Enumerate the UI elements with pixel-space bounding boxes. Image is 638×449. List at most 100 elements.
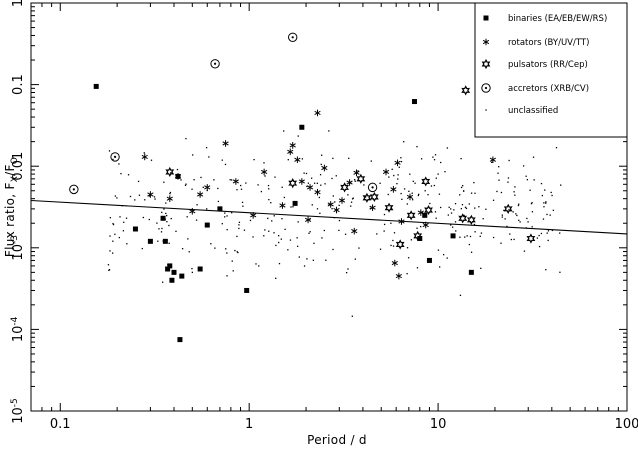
unclassified-point (331, 208, 333, 210)
rotator-point-stroke (289, 143, 296, 148)
rotator-point-stroke (204, 185, 211, 190)
rotator-point (261, 168, 268, 176)
unclassified-point (236, 189, 238, 191)
accretor-point-center (213, 62, 217, 65)
unclassified-point (205, 147, 208, 149)
legend-label-pulsators: pulsators (RR/Cep) (508, 60, 588, 70)
unclassified-point (252, 236, 254, 238)
unclassified-point (509, 233, 511, 235)
rotator-point (232, 178, 239, 185)
unclassified-legend-dot-icon (485, 109, 487, 111)
unclassified-point (354, 258, 357, 260)
rotator-point-stroke (279, 203, 286, 208)
unclassified-point (348, 157, 350, 159)
unclassified-point (108, 269, 111, 271)
unclassified-point (281, 218, 283, 220)
binary-point (147, 238, 153, 244)
binary-point (411, 99, 417, 105)
unclassified-point (414, 182, 416, 184)
unclassified-point (412, 180, 414, 183)
unclassified-point (460, 157, 462, 160)
unclassified-point (154, 198, 156, 200)
rotator-point (294, 156, 301, 164)
unclassified-point (403, 188, 406, 190)
unclassified-point (238, 227, 240, 230)
unclassified-point (526, 178, 528, 181)
unclassified-point (273, 215, 275, 217)
unclassified-point (464, 236, 466, 238)
unclassified-point (274, 176, 276, 178)
unclassified-point (170, 172, 172, 174)
y-axis-title-sub-2: O (10, 157, 20, 164)
unclassified-point (144, 199, 146, 201)
binary-point (179, 273, 185, 279)
binary-point (299, 124, 305, 130)
binary-point (426, 257, 432, 263)
unclassified-point (193, 179, 195, 181)
binary-point (217, 206, 223, 212)
unclassified-point (465, 207, 468, 210)
accretor-point (110, 152, 120, 162)
pulsator-point (288, 178, 298, 189)
accretor-point-ring (288, 32, 298, 42)
legend-label-unclassified: unclassified (508, 106, 558, 116)
unclassified-point (427, 194, 429, 196)
unclassified-point (410, 239, 413, 241)
rotator-point-stroke (333, 207, 340, 213)
unclassified-point (482, 218, 484, 220)
legend-box (474, 2, 628, 138)
legend-label-binaries: binaries (EA/EB/EW/RS) (508, 14, 607, 24)
x-tick-label: 10 (430, 417, 447, 432)
unclassified-point (518, 203, 520, 205)
unclassified-point (492, 236, 495, 239)
unclassified-point (407, 257, 410, 259)
rotator-point (222, 140, 229, 147)
unclassified-point (325, 259, 327, 261)
unclassified-point (232, 270, 234, 272)
rotator-point (298, 178, 305, 185)
unclassified-point (298, 256, 300, 258)
unclassified-point (268, 230, 270, 232)
unclassified-point (497, 172, 499, 174)
unclassified-point (358, 247, 360, 249)
rotator-point (369, 204, 376, 212)
unclassified-point (283, 130, 285, 132)
unclassified-point (170, 217, 172, 220)
unclassified-point (411, 192, 413, 194)
rotator-point-stroke (261, 169, 268, 175)
binary-point (204, 222, 210, 228)
unclassified-point (268, 188, 270, 190)
unclassified-point (230, 179, 233, 181)
unclassified-point (238, 221, 241, 223)
unclassified-point (551, 194, 553, 197)
unclassified-point (538, 245, 541, 248)
unclassified-point (283, 196, 286, 199)
unclassified-point (522, 165, 525, 167)
unclassified-point (296, 237, 298, 239)
unclassified-point (253, 158, 255, 161)
rotator-point (174, 173, 182, 180)
unclassified-point (468, 203, 470, 205)
unclassified-point (559, 232, 561, 234)
unclassified-point (491, 161, 493, 164)
unclassified-point (544, 189, 546, 191)
unclassified-point (292, 206, 294, 208)
unclassified-point (148, 195, 151, 197)
rotator-point (289, 142, 296, 149)
unclassified-point (439, 206, 442, 209)
unclassified-point (406, 203, 409, 205)
unclassified-point (463, 214, 465, 217)
unclassified-point (498, 166, 500, 168)
pulsator-point (362, 192, 372, 203)
accretors-legend-circle-dot-icon-center (484, 86, 488, 90)
unclassified-point (416, 267, 419, 269)
rotator-point-stroke (141, 154, 148, 159)
unclassified-point (184, 184, 187, 186)
unclassified-point (150, 159, 153, 161)
unclassified-point (530, 203, 533, 205)
unclassified-point (474, 192, 476, 194)
unclassified-point (214, 247, 216, 249)
unclassified-point (515, 213, 517, 215)
unclassified-point (278, 262, 281, 265)
unclassified-point (400, 157, 402, 159)
